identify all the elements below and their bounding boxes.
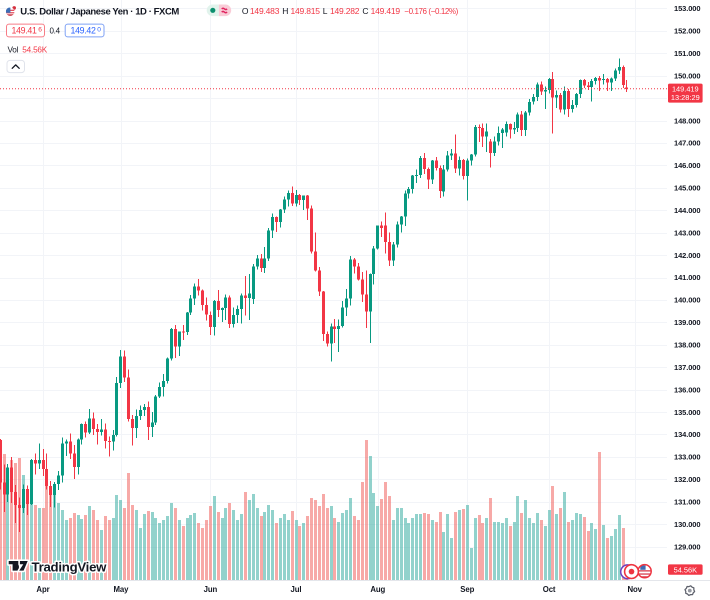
svg-text:Jun: Jun (204, 585, 218, 594)
svg-text:149.419: 149.419 (672, 84, 699, 93)
svg-text:149.815: 149.815 (291, 6, 321, 16)
svg-text:145.000: 145.000 (674, 184, 700, 193)
svg-text:6: 6 (38, 27, 42, 34)
svg-text:Vol: Vol (8, 45, 19, 54)
svg-text:134.000: 134.000 (674, 430, 700, 439)
svg-text:Sep: Sep (460, 585, 474, 594)
svg-text:138.000: 138.000 (674, 341, 700, 350)
svg-text:133.000: 133.000 (674, 453, 700, 462)
svg-text:C: C (362, 6, 368, 16)
svg-text:149.41: 149.41 (12, 26, 38, 36)
svg-text:O: O (242, 6, 249, 16)
svg-text:149.282: 149.282 (330, 6, 360, 16)
svg-text:54.56K: 54.56K (674, 565, 697, 574)
svg-text:0: 0 (97, 27, 101, 34)
svg-text:150.000: 150.000 (674, 72, 700, 81)
svg-text:137.000: 137.000 (674, 363, 700, 372)
svg-text:131.000: 131.000 (674, 497, 700, 506)
svg-text:144.000: 144.000 (674, 206, 700, 215)
svg-text:141.000: 141.000 (674, 273, 700, 282)
svg-text:149.419: 149.419 (371, 6, 401, 16)
svg-text:143.000: 143.000 (674, 228, 700, 237)
svg-text:13:28:29: 13:28:29 (671, 93, 700, 102)
svg-text:147.000: 147.000 (674, 139, 700, 148)
svg-text:136.000: 136.000 (674, 385, 700, 394)
svg-text:TradingView: TradingView (32, 560, 108, 575)
svg-text:142.000: 142.000 (674, 251, 700, 260)
svg-text:151.000: 151.000 (674, 49, 700, 58)
svg-text:Nov: Nov (627, 585, 642, 594)
svg-text:54.56K: 54.56K (22, 45, 47, 54)
svg-text:130.000: 130.000 (674, 520, 700, 529)
svg-text:135.000: 135.000 (674, 408, 700, 417)
svg-text:Jul: Jul (291, 585, 302, 594)
svg-text:−0.176 (−0.12%): −0.176 (−0.12%) (404, 7, 458, 16)
svg-text:U.S. Dollar / Japanese Yen · 1: U.S. Dollar / Japanese Yen · 1D · FXCM (20, 6, 179, 17)
svg-text:Oct: Oct (543, 585, 556, 594)
svg-text:152.000: 152.000 (674, 27, 700, 36)
svg-text:Aug: Aug (370, 585, 385, 594)
svg-text:140.000: 140.000 (674, 296, 700, 305)
svg-text:H: H (282, 6, 288, 16)
svg-text:139.000: 139.000 (674, 318, 700, 327)
svg-text:L: L (323, 6, 328, 16)
svg-text:Apr: Apr (36, 585, 49, 594)
svg-text:146.000: 146.000 (674, 161, 700, 170)
svg-text:153.000: 153.000 (674, 4, 700, 13)
svg-text:132.000: 132.000 (674, 475, 700, 484)
svg-text:0.4: 0.4 (50, 26, 61, 35)
svg-text:149.483: 149.483 (250, 6, 280, 16)
svg-text:149.42: 149.42 (71, 26, 97, 36)
svg-text:148.000: 148.000 (674, 116, 700, 125)
svg-text:129.000: 129.000 (674, 542, 700, 551)
svg-text:May: May (113, 585, 129, 594)
